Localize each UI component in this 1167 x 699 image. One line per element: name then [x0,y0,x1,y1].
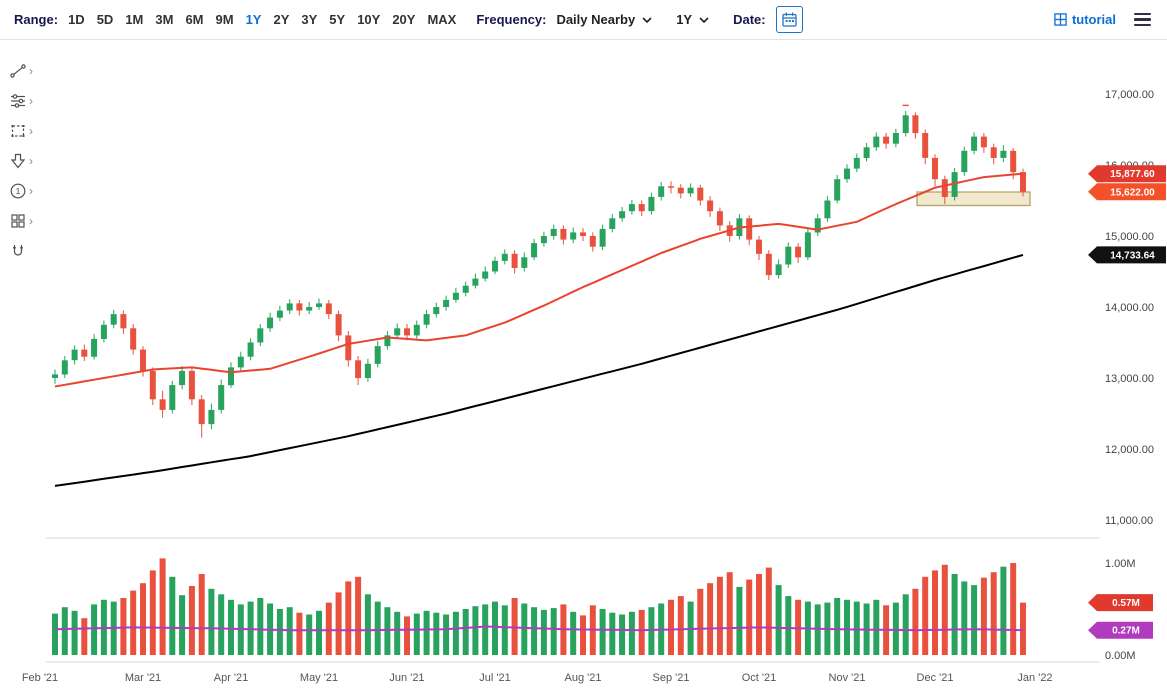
frequency-value: Daily Nearby [556,12,636,27]
date-label: Date: [733,12,766,27]
calendar-icon [781,12,797,27]
range-1y[interactable]: 1Y [245,12,262,27]
range-6m[interactable]: 6M [185,12,204,27]
tutorial-label: tutorial [1071,12,1116,27]
range-5y[interactable]: 5Y [329,12,346,27]
expand-chevron-icon: › [29,154,33,168]
annotation-tool[interactable]: 1 › [0,176,46,206]
price-axis-label: 15,000.00 [1105,231,1154,243]
frequency-label: Frequency: [476,12,547,27]
hamburger-menu-icon[interactable] [1132,11,1153,29]
magnet-tool[interactable] [0,236,46,266]
range-5d[interactable]: 5D [96,12,114,27]
chevron-down-icon [642,16,652,23]
volume-ma-line [54,625,1024,632]
axis-value-badge: 0.57M [1088,594,1153,612]
price-axis-label: 11,000.00 [1105,515,1153,527]
arrow-down-icon [10,153,26,169]
svg-text:1: 1 [16,186,21,196]
slow-ma-line [54,253,1024,487]
price-axis-label: 12,000.00 [1105,444,1154,456]
selection-rectangle-icon [11,125,25,137]
frequency-select[interactable]: Daily Nearby [556,12,652,27]
period-value: 1Y [676,12,693,27]
volume-bars [52,558,1026,655]
svg-text:15,622.00: 15,622.00 [1110,187,1155,198]
axis-value-badge: 15,877.60 [1088,165,1166,183]
range-3m[interactable]: 3M [155,12,174,27]
range-1m[interactable]: 1M [125,12,144,27]
price-axis-label: 13,000.00 [1105,373,1154,385]
expand-chevron-icon: › [29,64,33,78]
volume-axis-label: 0.00M [1105,650,1136,662]
indicators-tool[interactable]: › [0,86,46,116]
date-axis-label: Jan '22 [1017,672,1052,684]
svg-text:0.57M: 0.57M [1112,598,1140,609]
range-max[interactable]: MAX [427,12,457,27]
fast-ma-line [54,172,1024,388]
drawing-tools-sidebar: › › › › 1 › › [0,40,46,654]
range-2y[interactable]: 2Y [273,12,290,27]
trendline-icon [10,64,26,78]
date-axis-label: Feb '21 [22,672,58,684]
shapes-tool[interactable]: › [0,116,46,146]
date-axis-label: Sep '21 [653,672,690,684]
range-3y[interactable]: 3Y [301,12,318,27]
price-axis-label: 17,000.00 [1105,89,1154,101]
price-axis-label: 14,000.00 [1105,302,1154,314]
svg-text:14,733.64: 14,733.64 [1110,250,1155,261]
chart-toolbar: Range: 1D 5D 1M 3M 6M 9M 1Y 2Y 3Y 5Y 10Y 20Y MAX Fre… [0,0,1167,40]
svg-text:15,877.60: 15,877.60 [1110,169,1155,180]
date-axis-label: Dec '21 [917,672,954,684]
sliders-icon [11,94,25,108]
layout-grid-icon [11,214,25,228]
toolbar-right: tutorial [1054,11,1153,29]
volume-axis-label: 1.00M [1105,558,1136,570]
date-axis-label: Nov '21 [829,672,866,684]
date-axis-label: Jun '21 [389,672,424,684]
grid-icon [1054,13,1067,26]
axis-value-badge: 15,622.00 [1088,183,1166,201]
calendar-button[interactable] [775,6,803,33]
expand-chevron-icon: › [29,184,33,198]
range-1d[interactable]: 1D [68,12,85,27]
date-axis-label: Aug '21 [565,672,602,684]
range-label: Range: [14,12,59,27]
tutorial-link[interactable]: tutorial [1054,12,1116,27]
candlestick-series [52,111,1026,438]
support-zone-rectangle[interactable] [916,191,1031,207]
chevron-down-icon [699,16,709,23]
chart-canvas[interactable]: 17,000.0016,000.0015,000.0014,000.0013,0… [0,40,1167,694]
grid-tool[interactable]: › [0,206,46,236]
range-20y[interactable]: 20Y [392,12,416,27]
trendline-tool[interactable]: › [0,56,46,86]
axis-value-badge: 0.27M [1088,621,1153,639]
expand-chevron-icon: › [29,214,33,228]
expand-chevron-icon: › [29,124,33,138]
range-9m[interactable]: 9M [215,12,234,27]
range-list: 1D 5D 1M 3M 6M 9M 1Y 2Y 3Y 5Y 10Y 20Y MAX [68,12,468,27]
date-axis-label: Apr '21 [214,672,249,684]
price-chart-svg[interactable]: 17,000.0016,000.0015,000.0014,000.0013,0… [0,40,1167,694]
range-10y[interactable]: 10Y [357,12,381,27]
magnet-icon [13,245,23,256]
date-axis-label: May '21 [300,672,338,684]
date-axis-label: Mar '21 [125,672,161,684]
arrow-tool[interactable]: › [0,146,46,176]
date-axis-label: Jul '21 [479,672,510,684]
axis-value-badge: 14,733.64 [1088,246,1166,264]
period-select[interactable]: 1Y [676,12,709,27]
expand-chevron-icon: › [29,94,33,108]
date-axis-label: Oct '21 [742,672,777,684]
svg-text:0.27M: 0.27M [1112,626,1140,637]
circled-one-icon: 1 [10,183,26,199]
